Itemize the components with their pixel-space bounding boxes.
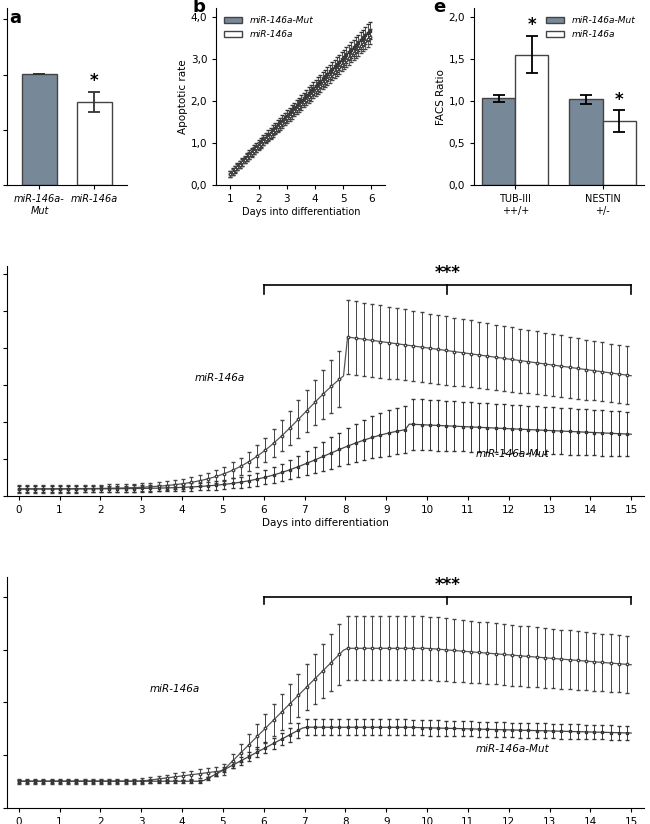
Text: a: a <box>9 9 21 27</box>
Text: e: e <box>434 0 446 16</box>
Text: miR-146a-Mut: miR-146a-Mut <box>476 449 550 460</box>
Text: b: b <box>192 0 205 16</box>
Bar <box>515 54 549 185</box>
Bar <box>482 99 515 185</box>
Y-axis label: Apoptotic rate: Apoptotic rate <box>178 59 188 134</box>
X-axis label: Days into differentiation: Days into differentiation <box>242 207 360 218</box>
Text: ***: *** <box>435 264 460 282</box>
X-axis label: Days into differentiation: Days into differentiation <box>261 518 389 528</box>
Bar <box>603 121 636 185</box>
Legend: miR-146a-Mut, miR-146a: miR-146a-Mut, miR-146a <box>221 12 317 43</box>
Text: miR-146a: miR-146a <box>150 684 200 694</box>
Text: *: * <box>90 73 99 90</box>
Text: *: * <box>615 91 623 110</box>
Bar <box>77 102 112 185</box>
Text: miR-146a: miR-146a <box>194 373 244 383</box>
Text: ***: *** <box>435 576 460 594</box>
Y-axis label: FACS Ratio: FACS Ratio <box>436 69 446 124</box>
Text: *: * <box>527 16 536 35</box>
Bar <box>21 73 57 185</box>
Bar <box>569 100 603 185</box>
Text: miR-146a-Mut: miR-146a-Mut <box>476 744 550 754</box>
Legend: miR-146a-Mut, miR-146a: miR-146a-Mut, miR-146a <box>543 12 639 43</box>
